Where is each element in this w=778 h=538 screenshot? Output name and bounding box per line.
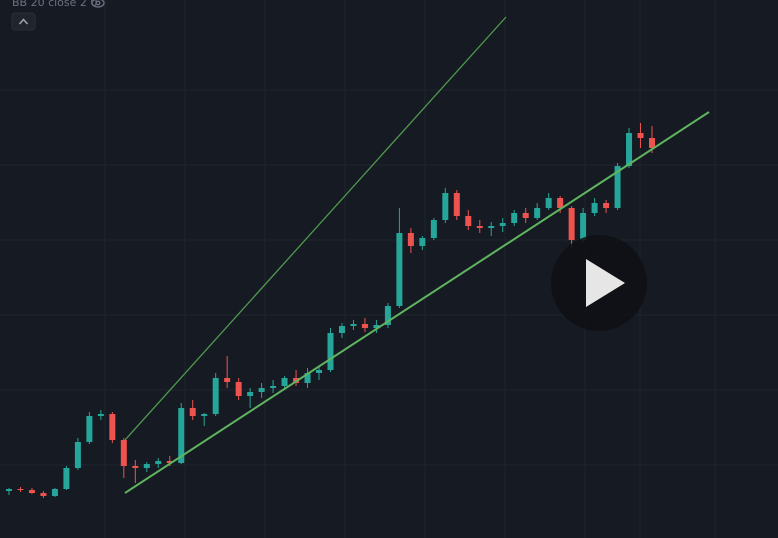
candle-body <box>476 226 483 228</box>
candle-body <box>327 333 334 370</box>
candle-body <box>614 166 621 208</box>
candle-body <box>224 378 231 382</box>
candle-body <box>63 468 70 489</box>
candle-body <box>143 464 150 468</box>
candle-body <box>212 378 219 414</box>
candle-body <box>442 193 449 220</box>
candle-body <box>580 213 587 240</box>
candle-body <box>120 440 127 466</box>
candle-body <box>281 378 288 386</box>
candle-body <box>453 193 460 216</box>
candle-body <box>189 408 196 416</box>
candle-body <box>430 220 437 238</box>
candle-body <box>407 233 414 246</box>
candle-body <box>178 408 185 463</box>
candle-body <box>201 414 208 416</box>
candle-body <box>361 324 368 328</box>
candles <box>6 123 655 498</box>
candle-body <box>270 386 277 388</box>
candle-body <box>304 373 311 383</box>
candle-body <box>86 416 93 442</box>
candle-body <box>97 414 104 416</box>
candle-body <box>384 306 391 325</box>
candle-body <box>74 442 81 468</box>
candle-body <box>545 198 552 208</box>
candle-body <box>28 490 35 493</box>
collapse-button[interactable] <box>11 12 36 31</box>
candle-body <box>637 133 644 138</box>
candle-body <box>155 461 162 464</box>
visibility-icon[interactable] <box>91 0 105 8</box>
candle-body <box>109 414 116 440</box>
candle-body <box>17 489 24 490</box>
candle-body <box>235 382 242 396</box>
candle-body <box>465 216 472 226</box>
candle-body <box>419 238 426 246</box>
candle-body <box>258 388 265 392</box>
candle-body <box>6 489 12 491</box>
candle-body <box>591 203 598 213</box>
candle-body <box>166 461 173 463</box>
candle-body <box>626 133 633 166</box>
candle-body <box>396 233 403 306</box>
candle-body <box>488 226 495 228</box>
candle-body <box>522 213 529 218</box>
candle-body <box>499 223 506 226</box>
candle-body <box>511 213 518 223</box>
trend-line <box>124 111 710 494</box>
candle-body <box>338 326 345 333</box>
candle-body <box>40 493 47 496</box>
candle-body <box>51 489 58 496</box>
candle-body <box>316 370 323 373</box>
trend-line <box>124 16 507 441</box>
candle-body <box>649 138 655 148</box>
candle-body <box>534 208 541 218</box>
candle-body <box>557 198 564 208</box>
candle-body <box>247 392 254 396</box>
play-button[interactable] <box>551 235 647 331</box>
candle-body <box>373 325 380 328</box>
candle-body <box>603 203 610 208</box>
candle-body <box>350 324 357 326</box>
candle-body <box>132 466 139 468</box>
candle-body <box>568 208 575 240</box>
indicator-label: BB 20 close 2 0 <box>12 0 97 9</box>
